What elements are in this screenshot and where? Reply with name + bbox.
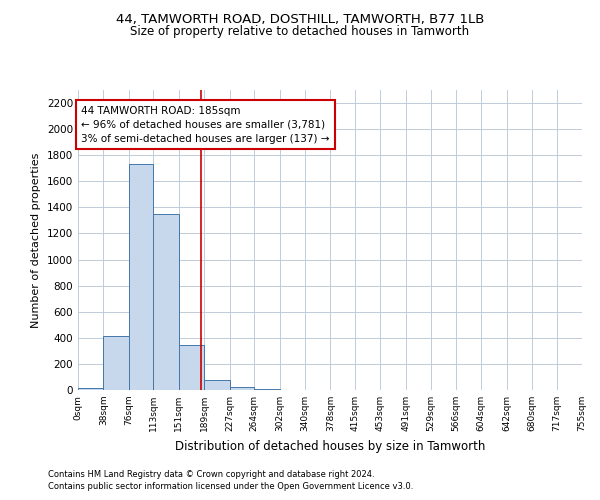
Text: Contains HM Land Registry data © Crown copyright and database right 2024.: Contains HM Land Registry data © Crown c… [48, 470, 374, 479]
Bar [179, 345, 204, 390]
Text: Size of property relative to detached houses in Tamworth: Size of property relative to detached ho… [130, 25, 470, 38]
Text: Contains public sector information licensed under the Open Government Licence v3: Contains public sector information licen… [48, 482, 413, 491]
X-axis label: Distribution of detached houses by size in Tamworth: Distribution of detached houses by size … [175, 440, 485, 452]
Bar [204, 380, 230, 390]
Bar [129, 164, 154, 390]
Text: 44 TAMWORTH ROAD: 185sqm
← 96% of detached houses are smaller (3,781)
3% of semi: 44 TAMWORTH ROAD: 185sqm ← 96% of detach… [82, 106, 330, 144]
Bar [78, 388, 103, 390]
Text: 44, TAMWORTH ROAD, DOSTHILL, TAMWORTH, B77 1LB: 44, TAMWORTH ROAD, DOSTHILL, TAMWORTH, B… [116, 12, 484, 26]
Y-axis label: Number of detached properties: Number of detached properties [31, 152, 41, 328]
Bar [154, 214, 179, 390]
Bar [103, 336, 129, 390]
Bar [230, 386, 254, 390]
